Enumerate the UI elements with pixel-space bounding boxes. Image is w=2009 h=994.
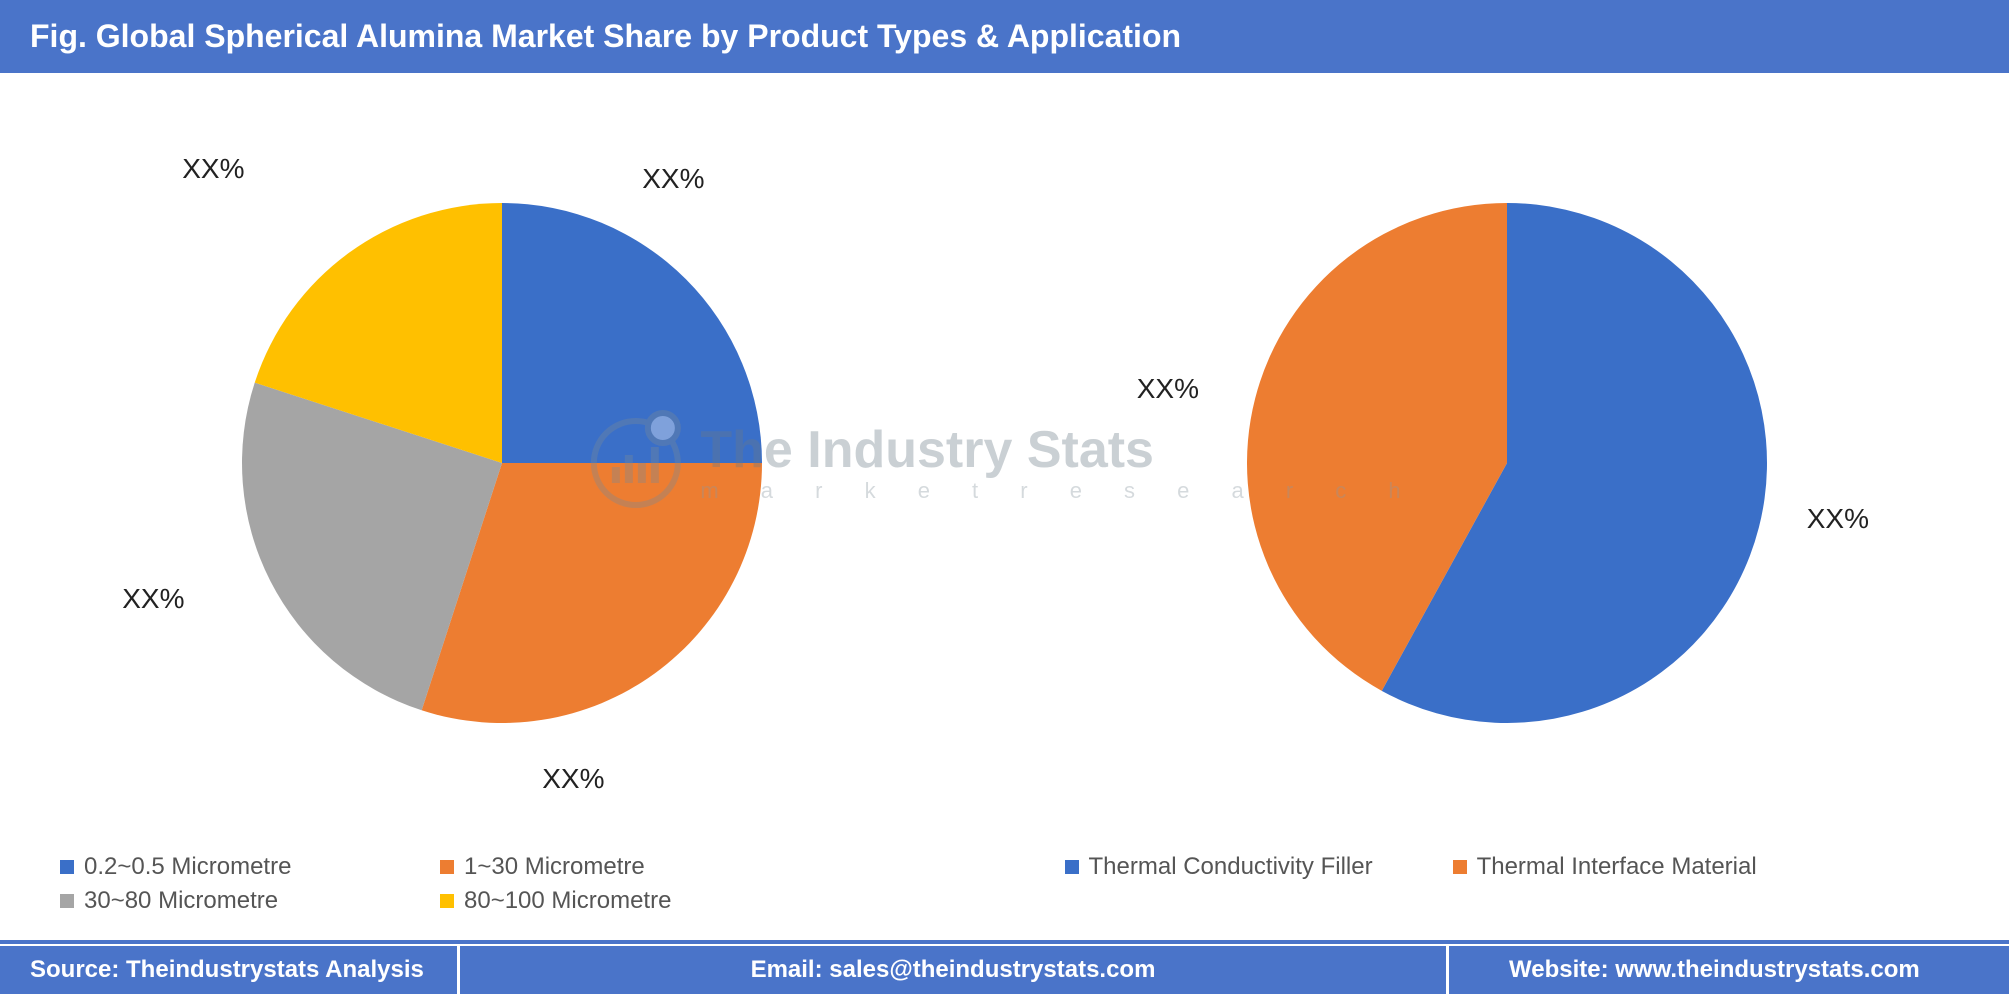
slice-data-label: XX% <box>182 153 244 185</box>
legend-label: Thermal Interface Material <box>1477 853 1757 881</box>
slice-data-label: XX% <box>1137 373 1199 405</box>
footer-bar: Source: Theindustrystats Analysis Email:… <box>0 946 2009 994</box>
legend-application: Thermal Conductivity Filler Thermal Inter… <box>945 853 1950 915</box>
legend-swatch <box>440 860 454 874</box>
pie-slice <box>502 203 762 463</box>
slice-data-label: XX% <box>542 763 604 795</box>
legend-label: 30~80 Micrometre <box>84 887 278 915</box>
slice-data-label: XX% <box>642 163 704 195</box>
footer-website: Website: www.theindustrystats.com <box>1449 946 2009 994</box>
pie-chart-product-types: XX%XX%XX%XX% <box>242 203 762 723</box>
slice-data-label: XX% <box>1807 503 1869 535</box>
chart-right-panel: XX% XX% <box>1005 73 2009 853</box>
legend-product-types: 0.2~0.5 Micrometre 1~30 Micrometre 30~80 M… <box>60 853 945 915</box>
pie-svg <box>242 203 762 723</box>
page-title: Fig. Global Spherical Alumina Market Sha… <box>30 18 1181 54</box>
legend-item: Thermal Interface Material <box>1453 853 1757 881</box>
legend-label: 80~100 Micrometre <box>464 887 671 915</box>
legend-label: 0.2~0.5 Micrometre <box>84 853 291 881</box>
footer-email: Email: sales@theindustrystats.com <box>460 946 1449 994</box>
pie-svg <box>1247 203 1767 723</box>
legend-label: 1~30 Micrometre <box>464 853 645 881</box>
footer-source: Source: Theindustrystats Analysis <box>0 946 460 994</box>
legend-swatch <box>1065 860 1079 874</box>
legend-row: 0.2~0.5 Micrometre 1~30 Micrometre 30~80 M… <box>0 853 2009 923</box>
legend-swatch <box>60 860 74 874</box>
legend-swatch <box>440 894 454 908</box>
legend-label: Thermal Conductivity Filler <box>1089 853 1373 881</box>
header-bar: Fig. Global Spherical Alumina Market Sha… <box>0 0 2009 73</box>
chart-area: XX%XX%XX%XX% XX%XX% The Industry Stats m… <box>0 73 2009 853</box>
legend-swatch <box>60 894 74 908</box>
legend-item: 80~100 Micrometre <box>440 887 740 915</box>
footer-divider <box>0 940 2009 944</box>
legend-item: 1~30 Micrometre <box>440 853 740 881</box>
slice-data-label: XX% <box>122 583 184 615</box>
legend-item: 0.2~0.5 Micrometre <box>60 853 360 881</box>
chart-left-panel: XX% XX% XX% XX% <box>0 73 1005 853</box>
pie-chart-application: XX%XX% <box>1247 203 1767 723</box>
legend-item: 30~80 Micrometre <box>60 887 360 915</box>
legend-item: Thermal Conductivity Filler <box>1065 853 1373 881</box>
legend-swatch <box>1453 860 1467 874</box>
